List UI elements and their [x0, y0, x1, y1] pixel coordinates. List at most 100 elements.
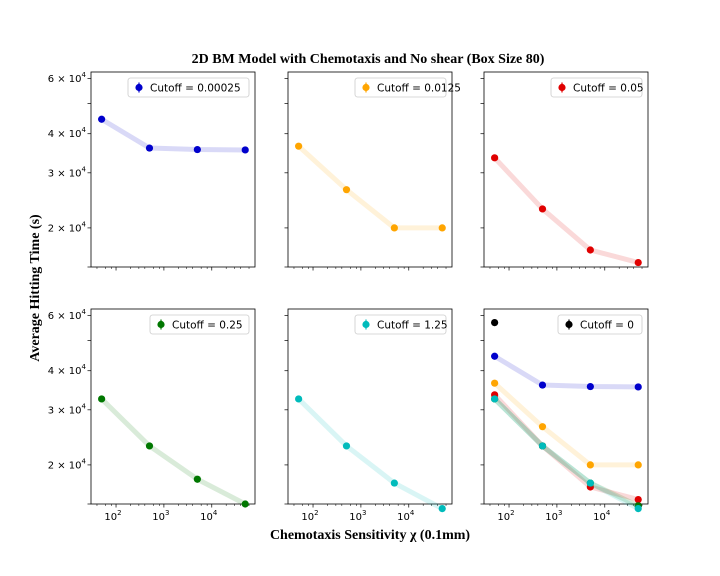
data-point [586, 479, 594, 487]
y-tick-label-base: 4 × 10 [48, 366, 82, 377]
legend-label: Cutoff = 0.00025 [150, 83, 241, 95]
legend: Cutoff = 0.0125 [354, 77, 461, 98]
data-point [193, 475, 201, 483]
y-tick-label-base: 6 × 10 [48, 311, 82, 322]
y-tick-label-exp: 4 [82, 71, 87, 79]
y-tick-label: 2 × 104 [48, 457, 87, 471]
data-point [390, 479, 398, 487]
series-line [493, 354, 639, 390]
series-line [296, 397, 444, 511]
series-line [492, 397, 640, 509]
x-tick-label: 102 [104, 509, 121, 523]
x-tick-label: 102 [301, 509, 318, 523]
y-tick-label: 3 × 104 [48, 402, 87, 416]
legend-label: Cutoff = 0.05 [573, 83, 644, 95]
legend: Cutoff = 0.25 [149, 314, 250, 335]
legend-box [550, 77, 643, 98]
legend: Cutoff = 0.05 [550, 77, 644, 98]
x-tick-label-base: 10 [593, 512, 606, 523]
x-tick-label: 104 [593, 509, 611, 523]
y-tick-label: 4 × 104 [48, 126, 87, 140]
legend: Cutoff = 0 [557, 314, 643, 335]
data-point [538, 442, 547, 450]
legend-box [557, 314, 643, 335]
data-point [491, 352, 499, 360]
x-tick-label: 104 [200, 509, 218, 523]
data-point [295, 142, 303, 150]
panel-frame [483, 308, 649, 505]
x-tick-label-base: 10 [200, 512, 213, 523]
data-point [295, 395, 303, 403]
data-point [634, 505, 642, 513]
x-tick-label-base: 10 [104, 512, 117, 523]
legend-box [149, 314, 250, 335]
y-tick-label-base: 3 × 10 [48, 168, 82, 179]
data-point [586, 382, 594, 391]
x-tick-label: 103 [152, 509, 169, 523]
x-tick-label-base: 10 [301, 512, 314, 523]
data-point [586, 246, 594, 254]
panel-frame [483, 71, 649, 268]
data-point [634, 461, 642, 469]
data-point [538, 205, 547, 213]
y-tick-label-exp: 4 [82, 457, 87, 465]
x-tick-label-exp: 3 [165, 509, 169, 517]
legend-label: Cutoff = 0 [580, 320, 634, 332]
x-tick-label-base: 10 [349, 512, 362, 523]
x-tick-label-exp: 2 [117, 509, 121, 517]
legend: Cutoff = 1.25 [354, 314, 448, 335]
y-tick-label: 2 × 104 [48, 220, 87, 234]
legend: Cutoff = 0.00025 [127, 77, 250, 98]
y-tick-label-exp: 4 [82, 363, 87, 371]
x-tick-label-base: 10 [397, 512, 410, 523]
legend-marker [157, 320, 165, 329]
panel-frame [287, 71, 453, 268]
data-point [491, 318, 499, 327]
series-line [99, 397, 247, 507]
y-tick-label-exp: 4 [82, 165, 87, 173]
x-tick-label: 104 [397, 509, 415, 523]
panel-frame [287, 308, 453, 505]
legend-label: Cutoff = 1.25 [377, 320, 448, 332]
panel-frame [90, 308, 256, 505]
data-point [241, 500, 249, 508]
x-tick-label-base: 10 [497, 512, 510, 523]
data-point [342, 186, 351, 194]
data-point [193, 145, 201, 154]
data-point [98, 395, 106, 403]
data-point [342, 442, 351, 450]
y-tick-label-exp: 4 [82, 402, 87, 410]
x-tick-label: 102 [497, 509, 514, 523]
y-axis-label: Average Hitting Time (s) [28, 214, 43, 362]
data-point [145, 144, 154, 152]
x-tick-label-exp: 3 [558, 509, 562, 517]
x-tick-label-exp: 4 [213, 509, 218, 517]
data-point [586, 461, 594, 469]
x-tick-label-exp: 2 [314, 509, 318, 517]
x-tick-label-base: 10 [152, 512, 165, 523]
data-point [438, 224, 446, 232]
y-tick-label-base: 6 × 10 [48, 74, 82, 85]
data-point [634, 258, 642, 267]
data-point [390, 224, 398, 232]
panel-3: Cutoff = 0.05 [480, 71, 649, 271]
data-point [538, 381, 547, 389]
data-point [634, 495, 642, 504]
y-tick-label-base: 2 × 10 [48, 460, 82, 471]
y-tick-label-exp: 4 [82, 220, 87, 228]
series-line [492, 397, 640, 511]
y-tick-label-exp: 4 [82, 308, 87, 316]
y-tick-label-base: 3 × 10 [48, 405, 82, 416]
legend-marker [565, 320, 573, 329]
x-axis-label: Chemotaxis Sensitivity χ (0.1mm) [270, 528, 470, 543]
x-tick-label-exp: 4 [606, 509, 611, 517]
y-tick-label-base: 4 × 10 [48, 129, 82, 140]
data-point [438, 505, 446, 513]
data-point [491, 154, 499, 162]
data-point [538, 423, 547, 431]
panel-2: Cutoff = 0.0125 [284, 71, 461, 271]
data-point [98, 115, 106, 123]
